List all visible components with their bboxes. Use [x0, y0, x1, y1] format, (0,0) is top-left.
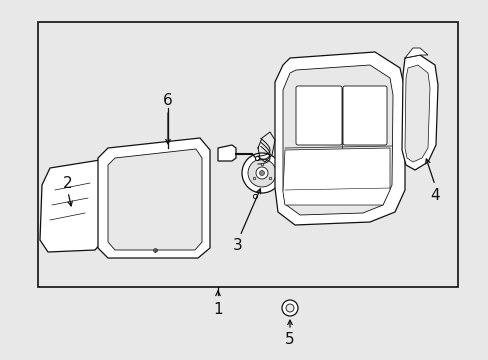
Text: 3: 3 [233, 238, 243, 252]
Polygon shape [404, 48, 427, 58]
Polygon shape [218, 145, 236, 161]
Circle shape [259, 171, 264, 176]
Polygon shape [40, 160, 110, 252]
Circle shape [256, 167, 267, 179]
Bar [38, 22, 457, 287]
Polygon shape [283, 65, 392, 215]
Polygon shape [274, 52, 404, 225]
FancyBboxPatch shape [342, 86, 386, 145]
Text: 4: 4 [429, 188, 439, 202]
Polygon shape [108, 149, 202, 250]
Polygon shape [283, 148, 389, 205]
Polygon shape [98, 138, 209, 258]
FancyBboxPatch shape [295, 86, 341, 145]
Circle shape [285, 304, 293, 312]
Polygon shape [404, 65, 429, 162]
Polygon shape [401, 55, 437, 170]
Text: 6: 6 [163, 93, 173, 108]
Circle shape [282, 300, 297, 316]
Text: 1: 1 [213, 302, 223, 318]
Text: 2: 2 [63, 176, 73, 190]
Circle shape [247, 159, 275, 187]
Circle shape [242, 153, 282, 193]
Text: 5: 5 [285, 333, 294, 347]
